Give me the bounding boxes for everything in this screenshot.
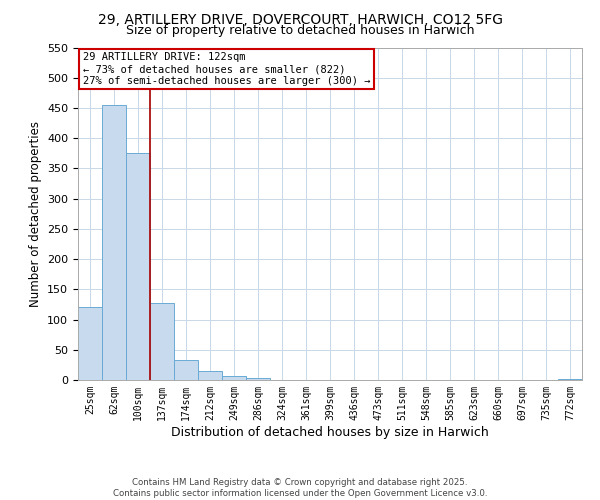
Text: Contains HM Land Registry data © Crown copyright and database right 2025.
Contai: Contains HM Land Registry data © Crown c… [113,478,487,498]
Bar [558,379,582,380]
Bar [222,376,246,380]
Bar [246,378,270,380]
Bar [126,154,150,380]
Bar [198,371,222,380]
X-axis label: Distribution of detached houses by size in Harwich: Distribution of detached houses by size … [171,426,489,438]
Bar [150,302,174,380]
Y-axis label: Number of detached properties: Number of detached properties [29,120,41,306]
Bar [102,105,126,380]
Text: 29 ARTILLERY DRIVE: 122sqm
← 73% of detached houses are smaller (822)
27% of sem: 29 ARTILLERY DRIVE: 122sqm ← 73% of deta… [83,52,371,86]
Text: 29, ARTILLERY DRIVE, DOVERCOURT, HARWICH, CO12 5FG: 29, ARTILLERY DRIVE, DOVERCOURT, HARWICH… [97,12,503,26]
Text: Size of property relative to detached houses in Harwich: Size of property relative to detached ho… [126,24,474,37]
Bar [174,360,198,380]
Bar [78,308,102,380]
